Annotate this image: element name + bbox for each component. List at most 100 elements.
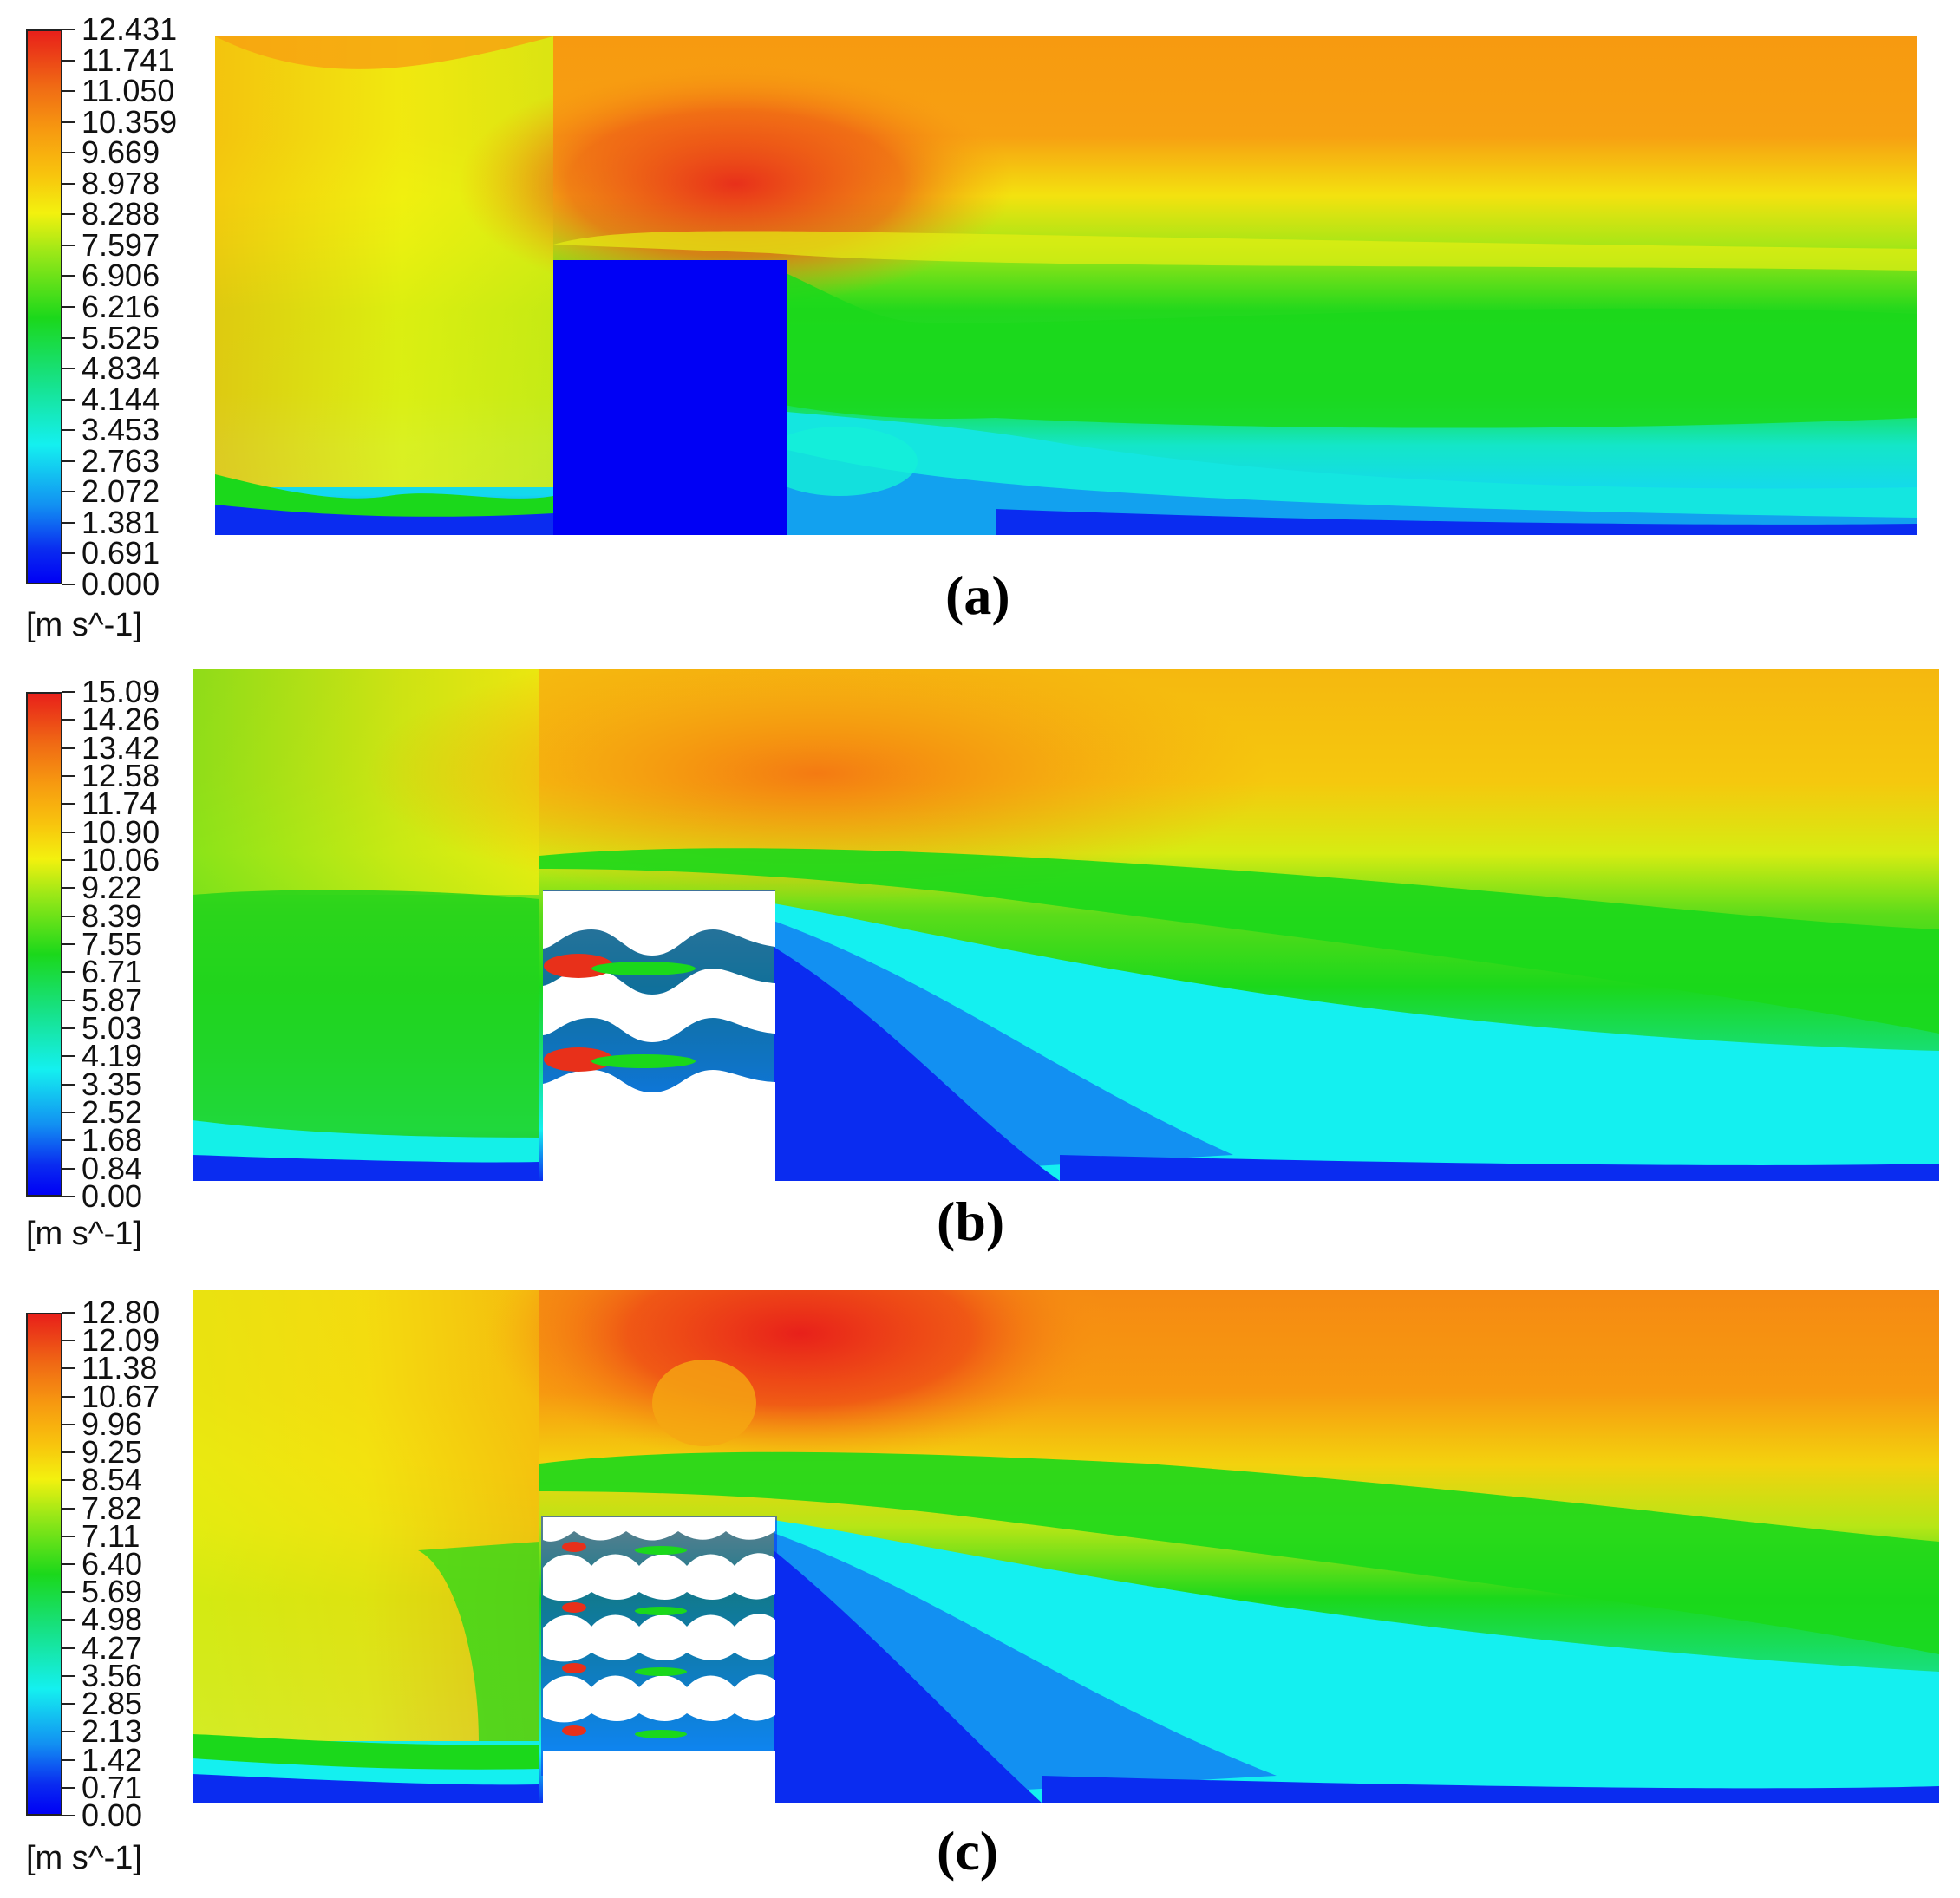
scale-tick-label: 8.54 bbox=[82, 1462, 143, 1497]
scale-tick-label: 6.216 bbox=[82, 289, 160, 324]
scale-tick-label: 6.40 bbox=[82, 1546, 143, 1582]
wavy-louver-obstacle bbox=[543, 890, 775, 1181]
scale-tick bbox=[62, 29, 75, 30]
scale-tick bbox=[62, 1000, 75, 1001]
scale-tick bbox=[62, 1619, 75, 1621]
scale-tick-label: 8.39 bbox=[82, 898, 143, 934]
scale-tick-label: 4.98 bbox=[82, 1601, 143, 1637]
scale-tick bbox=[62, 1027, 75, 1029]
scale-tick-label: 10.06 bbox=[82, 842, 160, 877]
scale-tick-label: 2.763 bbox=[82, 443, 160, 479]
scale-tick bbox=[62, 747, 75, 749]
units-label-a: [m s^-1] bbox=[26, 607, 142, 643]
scale-tick-label: 2.072 bbox=[82, 473, 160, 509]
scalloped-louver-obstacle bbox=[541, 1516, 777, 1803]
scale-tick-label: 9.25 bbox=[82, 1434, 143, 1470]
scale-tick-label: 0.84 bbox=[82, 1151, 143, 1186]
color-scale-bar-a bbox=[26, 29, 62, 584]
scale-tick-label: 11.38 bbox=[82, 1350, 158, 1386]
scale-tick bbox=[62, 152, 75, 153]
velocity-contour-b bbox=[193, 669, 1939, 1181]
scale-tick bbox=[62, 1340, 75, 1341]
panel-caption-a: (a) bbox=[945, 564, 1010, 626]
scale-tick bbox=[62, 887, 75, 889]
scale-tick bbox=[62, 60, 75, 62]
scale-tick-label: 2.13 bbox=[82, 1713, 143, 1749]
scale-tick-label: 3.453 bbox=[82, 412, 160, 447]
scale-tick bbox=[62, 245, 75, 246]
scale-tick-label: 10.67 bbox=[82, 1379, 160, 1414]
scale-tick bbox=[62, 213, 75, 215]
scale-tick-label: 1.42 bbox=[82, 1742, 143, 1777]
scale-tick bbox=[62, 584, 75, 585]
scale-tick bbox=[62, 775, 75, 777]
scale-tick bbox=[62, 1703, 75, 1705]
velocity-contour-c bbox=[193, 1290, 1939, 1803]
scale-tick-label: 7.82 bbox=[82, 1490, 143, 1526]
panel-c: 12.80 12.09 11.38 10.67 9.96 9.25 8.54 7.82 7.11… bbox=[0, 1257, 1960, 1898]
scale-tick bbox=[62, 1367, 75, 1369]
scale-tick-label: 12.80 bbox=[82, 1295, 160, 1330]
scale-tick bbox=[62, 1563, 75, 1565]
solid-block bbox=[553, 260, 787, 535]
scale-tick bbox=[62, 1424, 75, 1425]
scale-tick bbox=[62, 832, 75, 833]
scale-tick-label: 5.87 bbox=[82, 982, 143, 1018]
scale-tick-label: 12.431 bbox=[82, 11, 178, 47]
scale-tick bbox=[62, 803, 75, 805]
scale-tick-label: 0.000 bbox=[82, 566, 160, 602]
panel-caption-c: (c) bbox=[937, 1820, 999, 1882]
panel-a: 12.431 11.741 11.050 10.359 9.669 8.978 8.288 7… bbox=[0, 0, 1960, 643]
scale-tick bbox=[62, 522, 75, 524]
scale-tick-label: 3.35 bbox=[82, 1066, 143, 1102]
scale-tick-label: 9.669 bbox=[82, 134, 160, 170]
velocity-contour-a bbox=[215, 36, 1917, 535]
scale-tick-label: 3.56 bbox=[82, 1658, 143, 1693]
scale-tick bbox=[62, 306, 75, 308]
scale-tick-label: 9.96 bbox=[82, 1406, 143, 1442]
scale-tick bbox=[62, 183, 75, 185]
scale-tick bbox=[62, 337, 75, 339]
scale-tick-label: 11.74 bbox=[82, 786, 158, 821]
scale-tick-label: 5.03 bbox=[82, 1010, 143, 1046]
scale-tick-label: 12.09 bbox=[82, 1322, 160, 1358]
scale-tick bbox=[62, 275, 75, 277]
scale-tick-label: 13.42 bbox=[82, 730, 160, 766]
scale-tick bbox=[62, 916, 75, 917]
scale-tick bbox=[62, 943, 75, 945]
scale-tick-label: 4.834 bbox=[82, 350, 160, 386]
scale-tick-label: 10.90 bbox=[82, 814, 160, 850]
scale-tick-label: 4.144 bbox=[82, 382, 160, 417]
scale-tick bbox=[62, 1787, 75, 1789]
scale-tick-label: 15.09 bbox=[82, 674, 160, 709]
panel-b: 15.09 14.26 13.42 12.58 11.74 10.90 10.06 9.22 8… bbox=[0, 633, 1960, 1257]
scale-tick bbox=[62, 1396, 75, 1398]
scale-tick-label: 2.52 bbox=[82, 1094, 143, 1130]
panel-caption-b: (b) bbox=[937, 1190, 1005, 1252]
scale-tick-label: 12.58 bbox=[82, 758, 160, 793]
scale-tick-label: 5.69 bbox=[82, 1574, 143, 1609]
scale-tick-label: 9.22 bbox=[82, 870, 143, 905]
scale-tick-label: 0.00 bbox=[82, 1178, 143, 1214]
scale-tick bbox=[62, 1647, 75, 1649]
scale-tick-label: 2.85 bbox=[82, 1686, 143, 1721]
scale-tick bbox=[62, 368, 75, 369]
scale-tick bbox=[62, 90, 75, 92]
scale-tick bbox=[62, 1675, 75, 1677]
scale-tick bbox=[62, 1112, 75, 1113]
scale-tick bbox=[62, 971, 75, 973]
scale-tick bbox=[62, 859, 75, 861]
units-label-c: [m s^-1] bbox=[26, 1840, 142, 1876]
scale-tick bbox=[62, 1479, 75, 1481]
scale-tick bbox=[62, 1196, 75, 1197]
units-label-b: [m s^-1] bbox=[26, 1216, 142, 1252]
scale-tick bbox=[62, 121, 75, 123]
scale-tick bbox=[62, 1139, 75, 1141]
scale-tick bbox=[62, 429, 75, 431]
scale-tick bbox=[62, 460, 75, 462]
scale-tick bbox=[62, 1591, 75, 1593]
scale-tick-label: 11.741 bbox=[82, 42, 175, 78]
scale-tick-label: 14.26 bbox=[82, 701, 160, 737]
scale-tick-label: 4.27 bbox=[82, 1630, 143, 1666]
scale-tick-label: 10.359 bbox=[82, 104, 178, 140]
